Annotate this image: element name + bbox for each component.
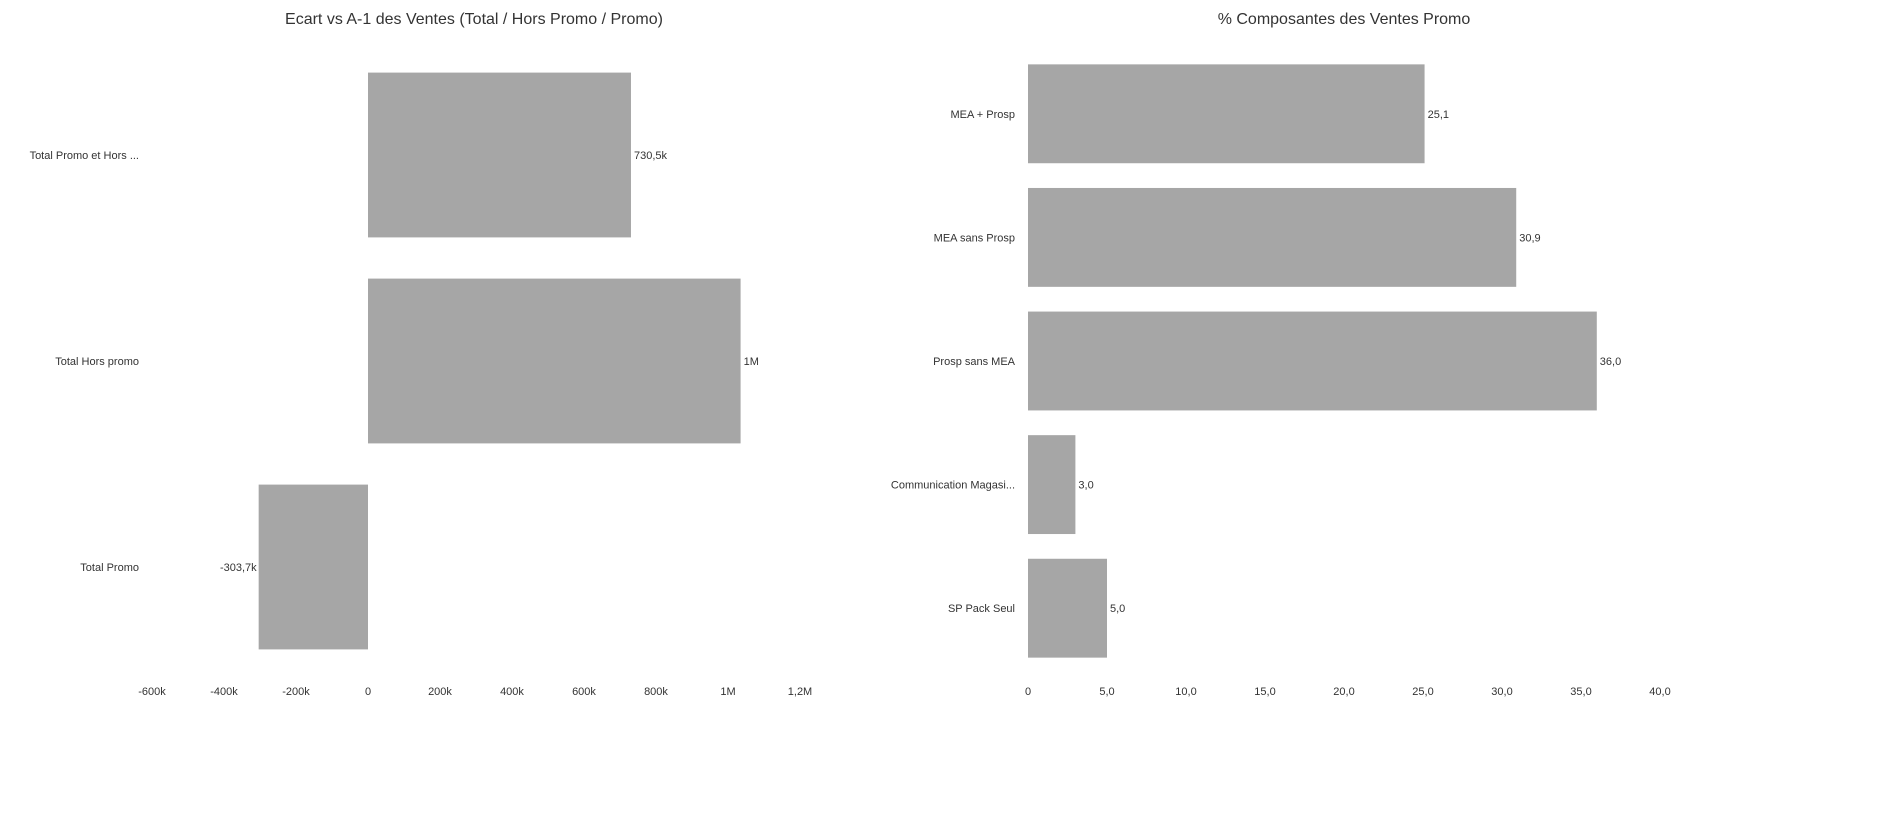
bar-2[interactable] [368,278,741,444]
data-label: 36,0 [1600,356,1621,368]
x-tick-label: 30,0 [1491,686,1512,698]
x-axis-ticks: -600k -400k -200k 0 200k 400k 600k 800k 1M 1,2M [138,686,812,698]
bar-3[interactable] [258,484,368,650]
x-tick-label: 40,0 [1649,686,1670,698]
data-label: 730,5k [634,150,668,162]
bar-2[interactable] [1028,187,1517,287]
x-tick-label: 1M [720,686,735,698]
x-tick-label: 5,0 [1099,686,1114,698]
chart-ecart-ventes: Ecart vs A-1 des Ventes (Total / Hors Pr… [30,11,813,698]
data-labels: 25,1 30,9 36,0 3,0 5,0 [1078,109,1621,615]
data-label: 5,0 [1110,603,1125,615]
bars-group [1028,64,1597,658]
data-label: 30,9 [1519,232,1540,244]
category-label: MEA sans Prosp [934,232,1015,244]
x-tick-label: 800k [644,686,668,698]
category-label: Total Hors promo [55,356,139,368]
chart-title-ecart: Ecart vs A-1 des Ventes (Total / Hors Pr… [285,11,663,28]
category-label: Communication Magasi... [891,480,1015,492]
x-tick-label: 200k [428,686,452,698]
bar-1[interactable] [1028,64,1425,164]
category-label: MEA + Prosp [950,109,1015,121]
x-tick-label: 20,0 [1333,686,1354,698]
data-label: 3,0 [1078,480,1093,492]
data-label: 25,1 [1428,109,1449,121]
chart-title-composantes: % Composantes des Ventes Promo [1218,11,1471,28]
bar-4[interactable] [1028,435,1076,535]
x-tick-label: -400k [210,686,238,698]
x-tick-label: 600k [572,686,596,698]
category-label: SP Pack Seul [948,603,1015,615]
chart-composantes-promo: % Composantes des Ventes Promo MEA + Pro… [891,11,1671,698]
category-label: Total Promo [80,562,139,574]
category-label: Prosp sans MEA [933,356,1016,368]
x-tick-label: 35,0 [1570,686,1591,698]
x-tick-label: 0 [365,686,371,698]
x-tick-label: -600k [138,686,166,698]
x-tick-label: 25,0 [1412,686,1433,698]
x-tick-label: 0 [1025,686,1031,698]
data-label: 1M [744,356,759,368]
x-tick-label: 400k [500,686,524,698]
bar-5[interactable] [1028,558,1107,658]
data-label: -303,7k [220,562,257,574]
bars-group [258,72,741,650]
bar-1[interactable] [368,72,631,238]
x-axis-ticks: 0 5,0 10,0 15,0 20,0 25,0 30,0 35,0 40,0 [1025,686,1671,698]
x-tick-label: 1,2M [788,686,812,698]
category-labels: MEA + Prosp MEA sans Prosp Prosp sans MEA C… [891,109,1016,615]
category-label: Total Promo et Hors ... [30,150,139,162]
bar-3[interactable] [1028,311,1597,411]
category-labels: Total Promo et Hors ... Total Hors promo T… [30,150,139,574]
x-tick-label: 10,0 [1175,686,1196,698]
x-tick-label: 15,0 [1254,686,1275,698]
data-labels: 730,5k 1M -303,7k [220,150,759,574]
x-tick-label: -200k [282,686,310,698]
